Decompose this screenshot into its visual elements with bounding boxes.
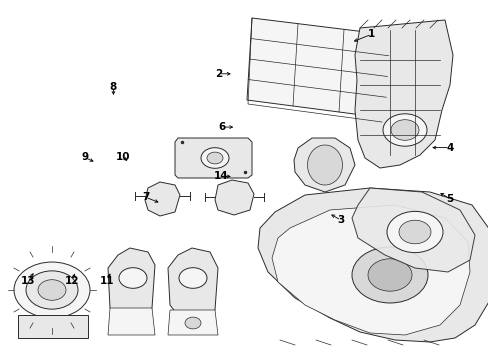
Circle shape [179, 268, 206, 288]
Polygon shape [271, 205, 469, 335]
Polygon shape [175, 138, 251, 178]
Circle shape [367, 259, 411, 291]
Text: 13: 13 [21, 276, 36, 286]
Text: 10: 10 [116, 152, 130, 162]
Circle shape [390, 120, 418, 140]
Text: 3: 3 [337, 215, 344, 225]
Text: 2: 2 [215, 69, 222, 79]
Text: 5: 5 [446, 194, 452, 204]
Polygon shape [258, 188, 488, 342]
Circle shape [201, 148, 228, 168]
Polygon shape [18, 315, 88, 338]
Text: 7: 7 [142, 192, 149, 202]
Circle shape [386, 211, 442, 253]
Polygon shape [168, 310, 218, 335]
Circle shape [398, 220, 430, 244]
Text: 1: 1 [367, 29, 374, 39]
Text: 12: 12 [65, 276, 80, 286]
Text: 14: 14 [214, 171, 228, 181]
Polygon shape [351, 188, 474, 272]
Circle shape [26, 271, 78, 309]
Polygon shape [108, 308, 155, 335]
Text: 4: 4 [445, 143, 453, 153]
Polygon shape [145, 182, 180, 216]
Text: 11: 11 [100, 276, 114, 286]
Circle shape [382, 114, 426, 146]
Polygon shape [246, 18, 389, 118]
Polygon shape [108, 248, 155, 318]
Polygon shape [354, 20, 452, 168]
Polygon shape [168, 248, 218, 320]
Ellipse shape [307, 145, 342, 185]
Circle shape [351, 247, 427, 303]
Circle shape [119, 268, 147, 288]
Circle shape [14, 262, 90, 318]
Text: 6: 6 [219, 122, 225, 132]
Polygon shape [293, 138, 354, 192]
Circle shape [206, 152, 223, 164]
Polygon shape [215, 180, 253, 215]
Text: 8: 8 [110, 82, 117, 92]
Text: 9: 9 [81, 152, 88, 162]
Circle shape [38, 280, 66, 300]
Circle shape [184, 317, 201, 329]
